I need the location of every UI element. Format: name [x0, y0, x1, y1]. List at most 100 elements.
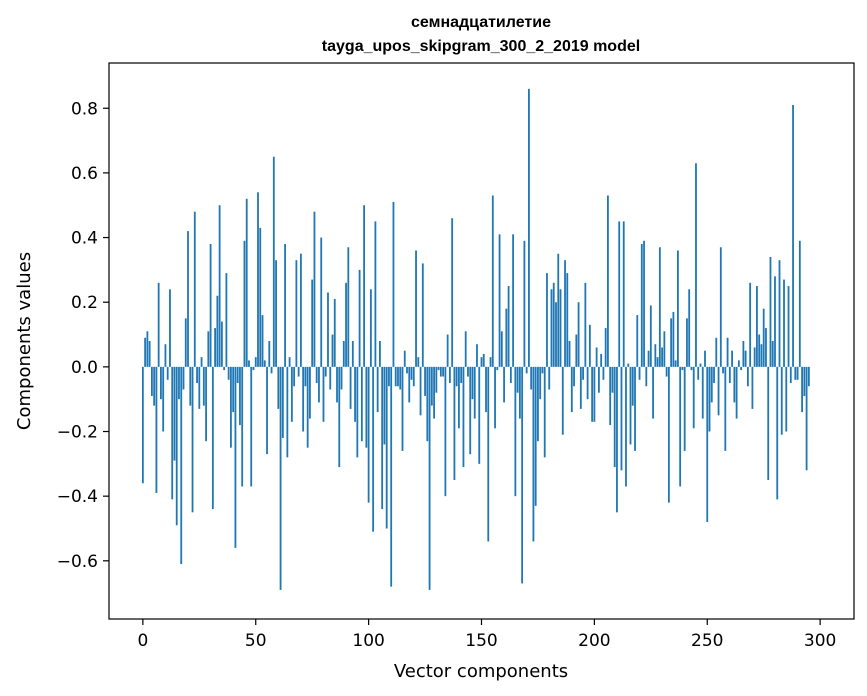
bar [223, 366, 226, 371]
bar [279, 366, 282, 590]
bar [491, 195, 494, 367]
bar [577, 302, 580, 367]
bar [480, 357, 483, 367]
bar [805, 366, 808, 471]
bar [607, 195, 609, 367]
bar [523, 240, 526, 367]
bar [767, 366, 770, 480]
bar [514, 366, 517, 497]
bar [701, 366, 704, 419]
bar [245, 198, 248, 367]
bar [293, 366, 296, 387]
bar [358, 269, 361, 367]
bar [318, 366, 320, 403]
bar [746, 366, 749, 387]
bar [742, 341, 745, 367]
bar [620, 366, 623, 471]
bar [397, 366, 399, 387]
bar [268, 341, 271, 367]
bar [801, 366, 803, 413]
bar [230, 366, 232, 448]
y-axis-ticks: −0.6 −0.4 −0.2 0.0 0.2 0.4 0.6 0.8 [57, 99, 109, 572]
bar [756, 286, 758, 367]
bar [200, 357, 203, 367]
y-tick-label: −0.4 [57, 487, 98, 507]
bar [663, 331, 666, 367]
bar [783, 279, 785, 367]
bar [275, 260, 277, 367]
bar [451, 218, 454, 367]
bar [239, 366, 241, 426]
bar [792, 105, 794, 367]
bar [345, 282, 347, 367]
bar [670, 318, 673, 367]
bar [695, 163, 697, 367]
bar [162, 366, 165, 432]
bar [453, 366, 456, 480]
bar [749, 282, 752, 367]
bar [166, 366, 169, 380]
bar [232, 366, 235, 413]
bar [146, 331, 149, 367]
bar [733, 366, 736, 403]
bar [458, 366, 460, 429]
bar [160, 366, 162, 400]
bar [518, 366, 521, 419]
bar [753, 347, 756, 367]
bar [541, 366, 544, 374]
bar [313, 211, 316, 367]
bar [778, 260, 781, 367]
y-tick-label: 0.2 [71, 293, 98, 313]
bar [611, 366, 614, 393]
bar [546, 273, 548, 367]
bar [471, 366, 474, 400]
bar [403, 350, 406, 367]
bar [209, 244, 212, 367]
bar [304, 366, 307, 387]
bar [593, 366, 596, 422]
bar [661, 347, 664, 367]
bar [656, 357, 659, 367]
bar [568, 341, 571, 367]
bar [374, 221, 377, 367]
bar [597, 366, 600, 393]
bar [433, 366, 435, 419]
bar [394, 366, 397, 387]
bar [469, 366, 472, 455]
bar [638, 366, 641, 380]
bar [462, 366, 465, 468]
bar [688, 289, 691, 367]
bar [622, 221, 625, 367]
bar [625, 366, 627, 487]
bar [347, 247, 350, 367]
bar [564, 260, 566, 367]
bar [489, 357, 492, 367]
bar [584, 282, 587, 367]
bar [327, 292, 329, 367]
bar [647, 350, 650, 367]
bar [220, 321, 223, 367]
bar [566, 273, 569, 367]
bar [263, 360, 266, 367]
bar [311, 279, 314, 367]
bar [356, 366, 359, 458]
bar [586, 366, 589, 400]
bar [503, 366, 505, 403]
bar [150, 366, 153, 396]
bar [455, 366, 458, 387]
bar [428, 366, 431, 590]
bar [699, 363, 702, 367]
bar [306, 366, 309, 448]
chart-subtitle: tayga_upos_skipgram_300_2_2019 model [322, 38, 640, 55]
bar [765, 328, 767, 367]
bar [780, 366, 783, 435]
bar [478, 366, 481, 464]
bar [600, 353, 603, 367]
bar [388, 366, 390, 387]
bar [419, 366, 422, 416]
bar [381, 366, 384, 510]
bar [216, 295, 219, 367]
bar [604, 328, 607, 367]
bar [259, 227, 262, 367]
